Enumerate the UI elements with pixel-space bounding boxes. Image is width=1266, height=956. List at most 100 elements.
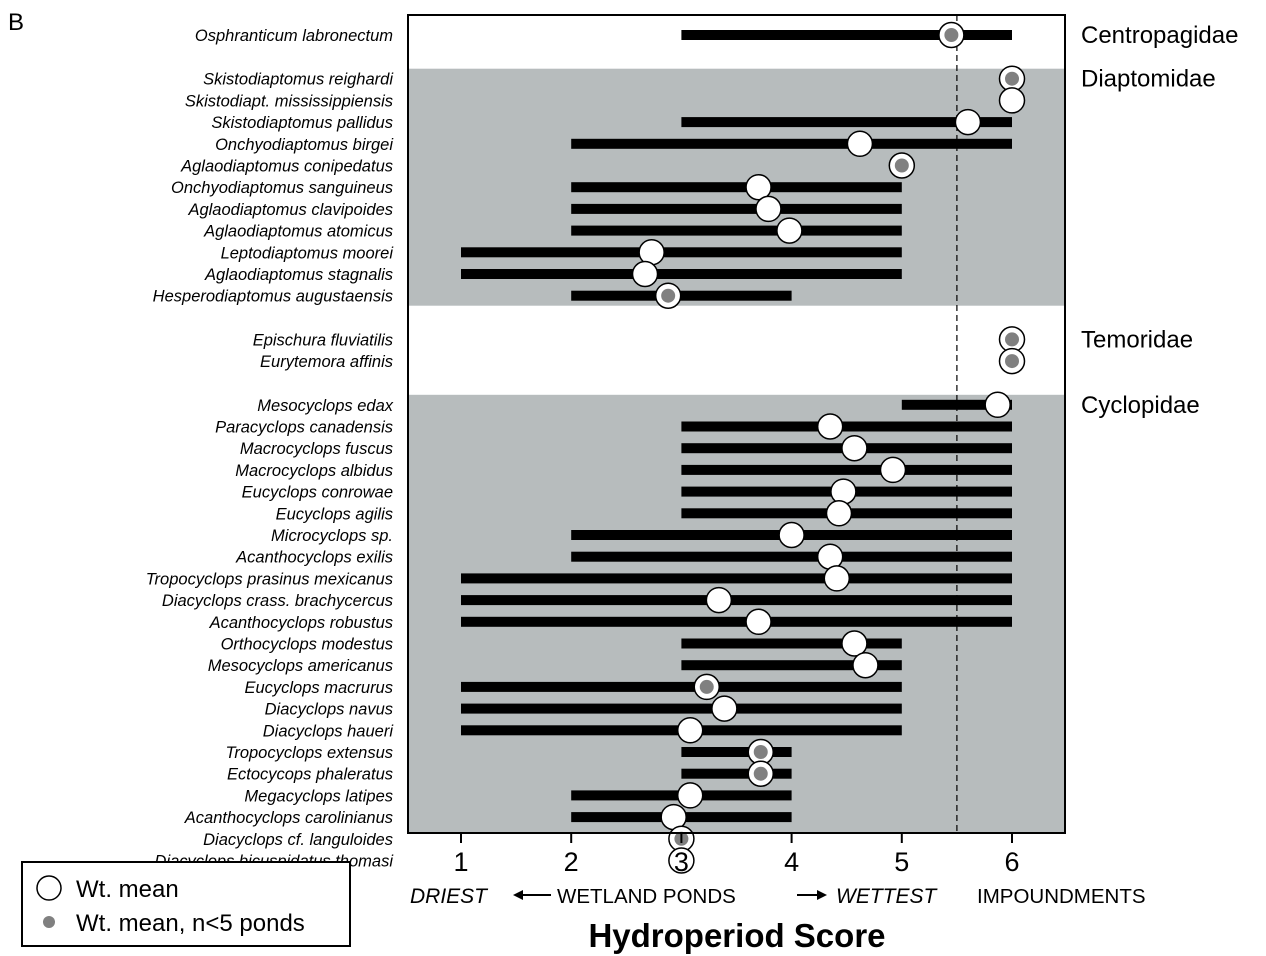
species-row-acanthocyclops-robustus: Acanthocyclops robustus	[209, 608, 1012, 636]
mean-marker	[668, 847, 695, 874]
species-row-orthocyclops-modestus: Orthocyclops modestus	[221, 630, 902, 657]
small-n-dot	[753, 745, 768, 759]
species-row-tropocyclops-extensus: Tropocyclops extensus	[225, 738, 792, 766]
species-label: Diacyclops crass. brachycercus	[162, 592, 393, 610]
mean-marker	[830, 478, 857, 505]
x-tick-label: 1	[453, 847, 468, 877]
mean-marker	[841, 630, 868, 657]
range-bar	[901, 399, 1012, 410]
species-label: Eurytemora affinis	[260, 353, 393, 371]
range-bar	[461, 703, 902, 714]
mean-marker	[823, 565, 851, 592]
species-label: Aglaodiaptomus conipedatus	[180, 158, 393, 176]
range-bar	[461, 247, 902, 258]
species-row-diacyclops-navus: Diacyclops navus	[265, 695, 902, 722]
range-bar	[461, 269, 902, 279]
species-row-eucyclops-agilis: Eucyclops agilis	[276, 500, 1012, 527]
species-row-diacyclops-crass-brachycercus: Diacyclops crass. brachycercus	[162, 586, 1012, 614]
mean-marker	[841, 434, 868, 462]
range-bar	[461, 573, 1012, 584]
left-arrow-icon	[513, 890, 551, 900]
range-bar	[571, 182, 902, 193]
species-label: Aglaodiaptomus atomicus	[203, 223, 393, 241]
x-axis: 1 2 3 4 5 6	[453, 833, 1020, 877]
species-label: Eucyclops agilis	[276, 505, 393, 523]
x-tick-label: 2	[564, 847, 579, 877]
small-n-dot	[944, 28, 959, 42]
species-row-skistodiaptomus-pallidus: Skistodiaptomus pallidus	[211, 108, 1012, 136]
species-label: Epischura fluviatilis	[253, 331, 393, 349]
species-row-mesocyclops-americanus: Mesocyclops americanus	[208, 651, 902, 679]
x-tick-label: 6	[1004, 847, 1019, 877]
species-label: Orthocyclops modestus	[221, 636, 393, 654]
range-bar	[681, 638, 902, 649]
range-bar	[681, 117, 1012, 128]
panel-label: B	[8, 9, 24, 36]
species-row-aglaodiaptomus-clavipoides: Aglaodiaptomus clavipoides	[187, 195, 902, 223]
species-label: Acanthocyclops exilis	[235, 549, 393, 567]
family-labels: Centropagidae Diaptomidae Temoridae Cyclopi…	[1081, 22, 1238, 419]
range-bar	[571, 225, 902, 236]
family-label-centropagidae: Centropagidae	[1081, 22, 1238, 49]
mean-marker	[954, 108, 982, 136]
range-bar	[681, 768, 792, 779]
species-label: Leptodiaptomus moorei	[221, 244, 395, 262]
legend-box	[21, 861, 351, 947]
species-label: Megacyclops latipes	[244, 787, 393, 805]
species-label: Aglaodiaptomus clavipoides	[187, 201, 393, 219]
species-row-hesperodiaptomus-augustaensis: Hesperodiaptomus augustaensis	[153, 282, 792, 309]
species-row-tropocyclops-prasinus-mexicanus: Tropocyclops prasinus mexicanus	[146, 565, 1012, 592]
wettest-label: WETTEST	[836, 885, 938, 908]
mean-marker	[745, 608, 772, 636]
small-n-dot	[1005, 71, 1019, 86]
mean-marker	[676, 782, 704, 809]
species-label: Eucyclops macrurus	[244, 679, 393, 697]
x-tick-label: 5	[894, 847, 909, 877]
range-bar	[681, 660, 902, 671]
mean-marker	[755, 195, 782, 223]
x-tick-label: 3	[674, 847, 689, 877]
species-row-epischura-fluviatilis: Epischura fluviatilis	[253, 326, 1026, 353]
species-label: Onchyodiaptomus sanguineus	[171, 179, 393, 197]
species-row-skistodiapt-mississippiensis: Skistodiapt. mississippiensis	[185, 87, 1026, 114]
species-label: Aglaodiaptomus stagnalis	[204, 266, 393, 284]
range-bar	[681, 747, 792, 757]
species-label: Tropocyclops extensus	[225, 744, 393, 762]
species-row-eucyclops-macrurus: Eucyclops macrurus	[244, 673, 902, 701]
small-n-dot	[1005, 354, 1019, 369]
mean-marker	[745, 173, 772, 201]
family-label-diaptomidae: Diaptomidae	[1081, 66, 1216, 93]
species-label: Diacyclops navus	[265, 701, 393, 719]
species-label: Osphranticum labronectum	[195, 27, 393, 45]
range-bar	[461, 681, 902, 692]
right-arrow-icon	[797, 890, 827, 900]
species-row-onchyodiaptomus-birgei: Onchyodiaptomus birgei	[215, 130, 1012, 158]
impoundments-label: IMPOUNDMENTS	[977, 885, 1146, 908]
species-row-osphranticum-labronectum: Osphranticum labronectum	[195, 21, 1012, 49]
species-row-ectocycops-phaleratus: Ectocycops phaleratus	[227, 760, 792, 787]
species-label: Mesocyclops edax	[257, 397, 393, 415]
small-n-dot	[753, 766, 768, 781]
species-row-onchyodiaptomus-sanguineus: Onchyodiaptomus sanguineus	[171, 173, 902, 201]
x-tick-label: 4	[784, 847, 799, 877]
species-row-aglaodiaptomus-conipedatus: Aglaodiaptomus conipedatus	[180, 152, 916, 179]
species-row-megacyclops-latipes: Megacyclops latipes	[244, 782, 792, 809]
species-row-macrocyclops-fuscus: Macrocyclops fuscus	[240, 434, 1012, 462]
x-axis-title: Hydroperiod Score	[588, 917, 885, 954]
wetland-ponds-label: WETLAND PONDS	[557, 885, 736, 908]
species-label: Macrocyclops fuscus	[240, 440, 393, 458]
axis-annotation: DRIEST WETLAND PONDS WETTEST IMPOUNDMENT…	[410, 885, 1146, 908]
species-label: Mesocyclops americanus	[208, 657, 393, 675]
species-row-diacyclops-haueri: Diacyclops haueri	[263, 717, 902, 744]
range-bar	[571, 551, 1012, 562]
species-row-eurytemora-affinis: Eurytemora affinis	[260, 347, 1026, 375]
mean-marker	[705, 586, 733, 614]
mean-marker	[631, 260, 659, 288]
species-label: Ectocycops phaleratus	[227, 766, 393, 784]
species-label: Microcyclops sp.	[271, 527, 393, 545]
mean-marker	[778, 521, 805, 549]
species-label: Acanthocyclops robustus	[209, 614, 393, 632]
species-label: Eucyclops conrowae	[242, 484, 393, 502]
range-bar	[571, 138, 1012, 149]
